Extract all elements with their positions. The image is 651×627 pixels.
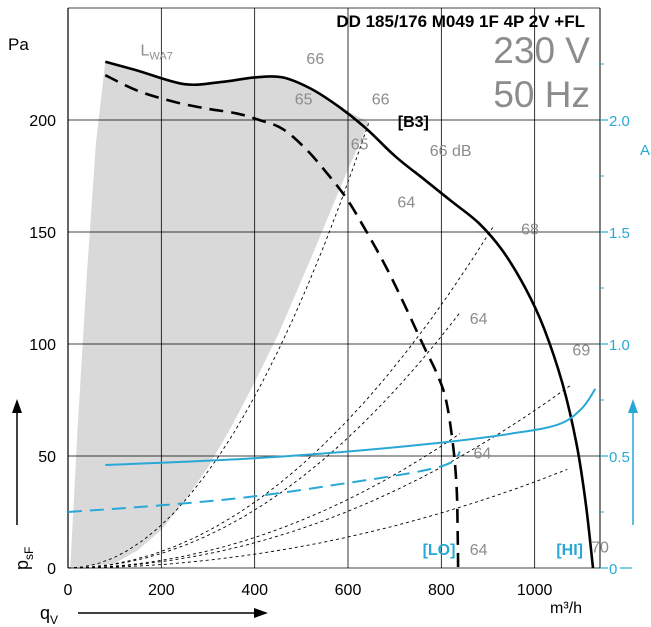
chart-title: DD 185/176 M049 1F 4P 2V +FL xyxy=(336,12,585,31)
y-tick-label: 200 xyxy=(29,113,56,130)
svg-text:qV: qV xyxy=(40,603,58,627)
y-tick-label: 0 xyxy=(47,561,56,578)
chart-annotation: 65 xyxy=(351,136,369,153)
current-curve-hi xyxy=(105,388,597,466)
chart-annotation: 64 xyxy=(470,542,488,559)
chart-annotation: 66 dB xyxy=(430,143,472,160)
system-curve xyxy=(68,122,370,569)
x-tick-label: 1000 xyxy=(517,582,553,599)
x-tick-label: 800 xyxy=(428,582,455,599)
y2-tick-label: 2.0 xyxy=(609,113,630,130)
x-tick-label: 400 xyxy=(241,582,268,599)
y-tick-label: 100 xyxy=(29,337,56,354)
y-tick-label: 150 xyxy=(29,225,56,242)
chart-annotation: [LO] xyxy=(423,542,456,559)
chart-annotation: [HI] xyxy=(556,542,583,559)
pressure-curve-hi xyxy=(104,60,595,569)
x-axis-label: qV xyxy=(40,603,268,627)
y-tick-label: 50 xyxy=(38,449,56,466)
grid xyxy=(67,7,608,569)
chart-annotation: 66 xyxy=(306,51,324,68)
y-axis-unit: Pa xyxy=(8,35,29,54)
svg-text:psF: psF xyxy=(12,547,36,570)
y2-axis-unit: A xyxy=(640,142,650,159)
y2-tick-label: 1.5 xyxy=(609,225,630,242)
x-axis-unit: m³/h xyxy=(550,600,582,617)
voltage-label: 230 V xyxy=(493,30,590,71)
y-axis-arrowhead xyxy=(12,399,22,413)
chart-annotation: 69 xyxy=(572,342,590,359)
current-curve-lo xyxy=(68,450,461,513)
chart-annotation: 68 xyxy=(521,221,539,238)
x-tick-label: 200 xyxy=(148,582,175,599)
chart-annotation: 66 xyxy=(372,92,390,109)
y2-tick-label: 0.5 xyxy=(609,449,630,466)
x-axis-arrowhead xyxy=(254,608,268,618)
y-axis-label: psF xyxy=(12,399,36,570)
pressure-curve-lo xyxy=(104,74,460,569)
chart-annotation: 64 xyxy=(397,195,415,212)
chart-annotation: 65 xyxy=(295,92,313,109)
system-curve xyxy=(68,433,461,569)
chart-annotation: LWA7 xyxy=(140,42,172,62)
x-tick-label: 0 xyxy=(64,582,73,599)
y2-axis-arrow xyxy=(628,399,638,525)
chart-annotation: [B3] xyxy=(398,114,429,131)
chart-annotation: 64 xyxy=(474,445,492,462)
y2-tick-label: 0 xyxy=(609,561,617,578)
chart-annotation: 70 xyxy=(591,540,609,557)
system-curve xyxy=(68,383,573,569)
frequency-label: 50 Hz xyxy=(493,74,590,115)
chart-annotation: 64 xyxy=(470,311,488,328)
x-tick-label: 600 xyxy=(335,582,362,599)
y2-tick-label: 1.0 xyxy=(609,337,630,354)
operating-area xyxy=(70,61,370,569)
